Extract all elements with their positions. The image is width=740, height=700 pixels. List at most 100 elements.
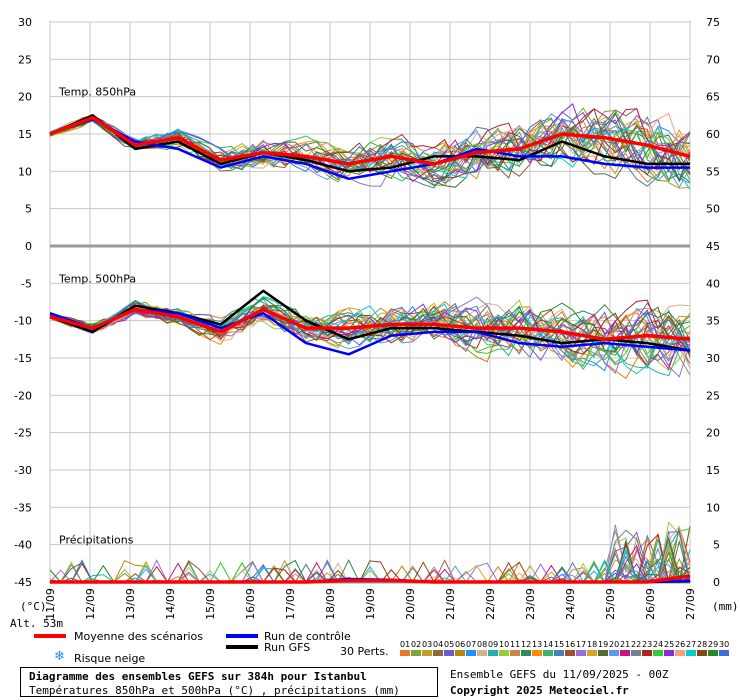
- perturbation-id: 20: [609, 640, 619, 649]
- perturbation-id: 23: [642, 640, 652, 649]
- perturbation-swatch: [686, 650, 696, 656]
- y-tick-left: 5: [25, 203, 32, 216]
- x-tick: 11/09: [44, 588, 57, 620]
- x-tick: 14/09: [164, 588, 177, 620]
- perturbation-id: 30: [719, 640, 729, 649]
- perturbation-swatch: [499, 650, 509, 656]
- x-tick: 20/09: [404, 588, 417, 620]
- perturbation-swatch: [719, 650, 729, 656]
- y-tick-left: 10: [18, 165, 32, 178]
- perturbation-swatch: [455, 650, 465, 656]
- x-tick: 16/09: [244, 588, 257, 620]
- y-tick-left: -5: [21, 277, 32, 290]
- perturbation-swatch: [631, 650, 641, 656]
- y-tick-left: 30: [18, 16, 32, 29]
- y-tick-right: 35: [706, 315, 720, 328]
- x-tick: 15/09: [204, 588, 217, 620]
- perturbation-swatch: [510, 650, 520, 656]
- perturbation-id: 17: [576, 640, 586, 649]
- x-tick: 26/09: [644, 588, 657, 620]
- perturbation-id: 22: [631, 640, 641, 649]
- y-tick-right: 45: [706, 240, 720, 253]
- perturbation-id: 09: [488, 640, 498, 649]
- perturbation-swatch: [444, 650, 454, 656]
- perturbation-swatch: [488, 650, 498, 656]
- perturbation-swatch: [477, 650, 487, 656]
- perturbation-line: [49, 116, 691, 190]
- series-control-t500: [49, 308, 691, 356]
- y-tick-right: 40: [706, 277, 720, 290]
- perturbation-swatch: [532, 650, 542, 656]
- series-mean-t850: [49, 115, 691, 166]
- perturbation-id: 26: [675, 640, 685, 649]
- y-tick-left: 15: [18, 128, 32, 141]
- perturbation-id: 18: [587, 640, 597, 649]
- perturbation-id: 05: [444, 640, 454, 649]
- y-tick-right: 50: [706, 203, 720, 216]
- perturbation-id: 21: [620, 640, 630, 649]
- x-tick: 24/09: [564, 588, 577, 620]
- perturbation-swatch: [642, 650, 652, 656]
- perturbation-swatch: [554, 650, 564, 656]
- perturbation-swatch: [565, 650, 575, 656]
- perturbation-swatch: [466, 650, 476, 656]
- panel-label-precip: Précipitations: [59, 534, 134, 547]
- perturbation-swatch: [433, 650, 443, 656]
- y-tick-left: 0: [25, 240, 32, 253]
- series-control-t850: [49, 117, 690, 181]
- perturbation-id: 03: [422, 640, 432, 649]
- x-tick: 18/09: [324, 588, 337, 620]
- perturbation-id: 08: [477, 640, 487, 649]
- perturbation-id: 12: [521, 640, 531, 649]
- perturbation-id: 29: [708, 640, 718, 649]
- perturbation-line: [49, 115, 691, 184]
- y-tick-right: 55: [706, 165, 720, 178]
- y-tick-left: 20: [18, 91, 32, 104]
- y-tick-left: -40: [14, 539, 32, 552]
- perturbation-line: [49, 304, 691, 367]
- perturbation-swatch: [620, 650, 630, 656]
- y-tick-right: 65: [706, 91, 720, 104]
- perturbation-id: 19: [598, 640, 608, 649]
- perturbation-swatch: [543, 650, 553, 656]
- perturbation-id: 25: [664, 640, 674, 649]
- perturbation-line: [49, 305, 691, 369]
- perturbation-swatch: [598, 650, 608, 656]
- series-gfs-t500: [49, 289, 691, 352]
- x-tick: 21/09: [444, 588, 457, 620]
- perturbation-line: [49, 113, 691, 189]
- perturbation-swatch: [521, 650, 531, 656]
- perturbation-swatch: [697, 650, 707, 656]
- y-tick-right: 0: [713, 576, 720, 589]
- perturbation-id: 24: [653, 640, 663, 649]
- perturbation-swatch: [609, 650, 619, 656]
- y-tick-right: 60: [706, 128, 720, 141]
- perturbation-id: 16: [565, 640, 575, 649]
- y-tick-left: -25: [14, 427, 32, 440]
- y-tick-left: -10: [14, 315, 32, 328]
- y-tick-right: 10: [706, 501, 720, 514]
- series-mean-precip: [50, 574, 691, 584]
- x-tick: 27/09: [684, 588, 697, 620]
- perturbation-swatch: [675, 650, 685, 656]
- x-tick: 22/09: [484, 588, 497, 620]
- y-tick-left: -30: [14, 464, 32, 477]
- y-tick-left: 25: [18, 53, 32, 66]
- x-tick: 19/09: [364, 588, 377, 620]
- x-tick: 13/09: [124, 588, 137, 620]
- y-tick-left: -45: [14, 576, 32, 589]
- perturbation-id: 07: [466, 640, 476, 649]
- x-tick: 17/09: [284, 588, 297, 620]
- y-tick-right: 75: [706, 16, 720, 29]
- perturbation-id: 14: [543, 640, 553, 649]
- perturbation-id: 04: [433, 640, 443, 649]
- y-tick-right: 20: [706, 427, 720, 440]
- perturbation-swatch: [653, 650, 663, 656]
- perturbation-swatch: [422, 650, 432, 656]
- y-tick-left: -20: [14, 389, 32, 402]
- panel-label-t850: Temp. 850hPa: [58, 86, 136, 99]
- y-tick-right: 5: [713, 539, 720, 552]
- y-tick-right: 25: [706, 389, 720, 402]
- x-tick: 23/09: [524, 588, 537, 620]
